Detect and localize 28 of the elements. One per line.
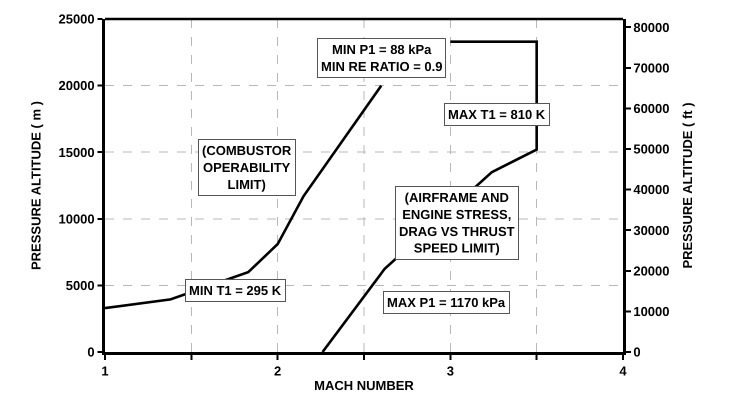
y2-tick-label: 0 bbox=[633, 344, 641, 360]
annotation: MIN T1 = 295 K bbox=[189, 283, 282, 298]
y2-tick-label: 60000 bbox=[633, 100, 670, 116]
y-tick-label: 10000 bbox=[58, 211, 95, 226]
y2-tick-label: 80000 bbox=[633, 20, 670, 35]
x-tick-label: 4 bbox=[619, 363, 628, 378]
y2-axis-title: PRESSURE ALTITUDE ( ft ) bbox=[680, 102, 696, 269]
annotation: (COMBUSTOR OPERABILITY LIMIT) bbox=[202, 143, 292, 192]
y2-tick-label: 20000 bbox=[633, 263, 670, 278]
annotation: (AIRFRAME AND ENGINE STRESS, DRAG VS THRUST SPEED LIMIT) bbox=[399, 190, 515, 256]
y-axis-title: PRESSURE ALTITUDE ( m ) bbox=[28, 100, 44, 270]
annotation: MAX T1 = 810 K bbox=[448, 107, 546, 122]
x-axis-title: MACH NUMBER bbox=[314, 378, 414, 393]
x-tick-label: 1 bbox=[101, 363, 109, 378]
y2-tick-label: 70000 bbox=[633, 60, 670, 76]
y-tick-label: 15000 bbox=[58, 144, 95, 160]
y-tick-label: 0 bbox=[87, 344, 95, 360]
y-tick-label: 20000 bbox=[58, 78, 95, 94]
annotation: MIN P1 = 88 kPa MIN RE RATIO = 0.9 bbox=[321, 42, 442, 74]
y-tick-label: 5000 bbox=[66, 278, 95, 293]
x-tick-label: 2 bbox=[274, 363, 282, 378]
annotation: MAX P1 = 1170 kPa bbox=[387, 295, 506, 310]
y2-tick-label: 40000 bbox=[633, 182, 670, 198]
y2-tick-label: 10000 bbox=[633, 304, 670, 319]
y2-tick-label: 30000 bbox=[633, 222, 670, 238]
y2-tick-label: 50000 bbox=[633, 142, 670, 157]
y-tick-label: 25000 bbox=[58, 12, 95, 27]
x-tick-label: 3 bbox=[446, 363, 454, 378]
